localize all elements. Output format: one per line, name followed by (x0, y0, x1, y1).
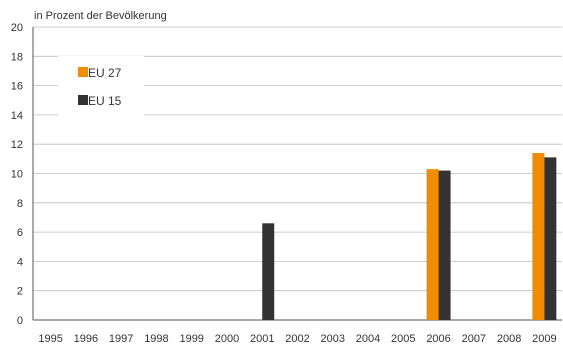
legend: EU 27 EU 15 (58, 56, 144, 116)
y-tick-label-4: 4 (17, 256, 23, 268)
y-tick-label-2: 2 (17, 286, 23, 298)
y-tick-labels: 0 2 4 6 8 10 12 14 16 18 20 (11, 22, 23, 327)
x-tick-label-2001: 2001 (250, 333, 274, 345)
x-tick-labels: 1995 1996 1997 1998 1999 2000 2001 2002 2003 2004… (38, 333, 556, 345)
legend-background (58, 56, 144, 116)
y-tick-label-6: 6 (17, 227, 23, 239)
bars (262, 152, 557, 320)
x-tick-label-2003: 2003 (321, 333, 345, 345)
x-tick-label-2000: 2000 (215, 333, 239, 345)
bar-eu27-2009 (532, 152, 545, 320)
x-tick-label-2008: 2008 (497, 333, 521, 345)
x-tick-label-2004: 2004 (356, 333, 380, 345)
y-axis-label: in Prozent der Bevölkerung (34, 10, 167, 22)
y-tick-label-12: 12 (11, 139, 23, 151)
x-tick-label-1998: 1998 (144, 333, 168, 345)
x-tick-label-1997: 1997 (109, 333, 133, 345)
bar-eu15-2001 (262, 223, 275, 320)
x-tick-label-2002: 2002 (285, 333, 309, 345)
legend-label-eu27: EU 27 (88, 66, 122, 80)
y-tick-label-18: 18 (11, 51, 23, 63)
x-tick-label-1995: 1995 (38, 333, 62, 345)
y-tick-label-8: 8 (17, 198, 23, 210)
x-tick-label-1999: 1999 (179, 333, 203, 345)
y-tick-label-14: 14 (11, 110, 23, 122)
y-tick-label-10: 10 (11, 169, 23, 181)
y-tick-label-16: 16 (11, 81, 23, 93)
x-tick-label-1996: 1996 (74, 333, 98, 345)
x-tick-label-2007: 2007 (462, 333, 486, 345)
x-tick-label-2009: 2009 (532, 333, 556, 345)
bar-eu27-2006 (426, 169, 439, 320)
y-tick-label-0: 0 (17, 315, 23, 327)
legend-label-eu15: EU 15 (88, 94, 122, 108)
axes (32, 27, 562, 321)
x-tick-label-2005: 2005 (391, 333, 415, 345)
bar-eu15-2009 (544, 157, 557, 320)
x-tick-label-2006: 2006 (426, 333, 450, 345)
legend-swatch-eu15 (78, 95, 88, 105)
y-tick-label-20: 20 (11, 22, 23, 34)
legend-swatch-eu27 (78, 67, 88, 77)
bar-eu15-2006 (438, 170, 451, 320)
